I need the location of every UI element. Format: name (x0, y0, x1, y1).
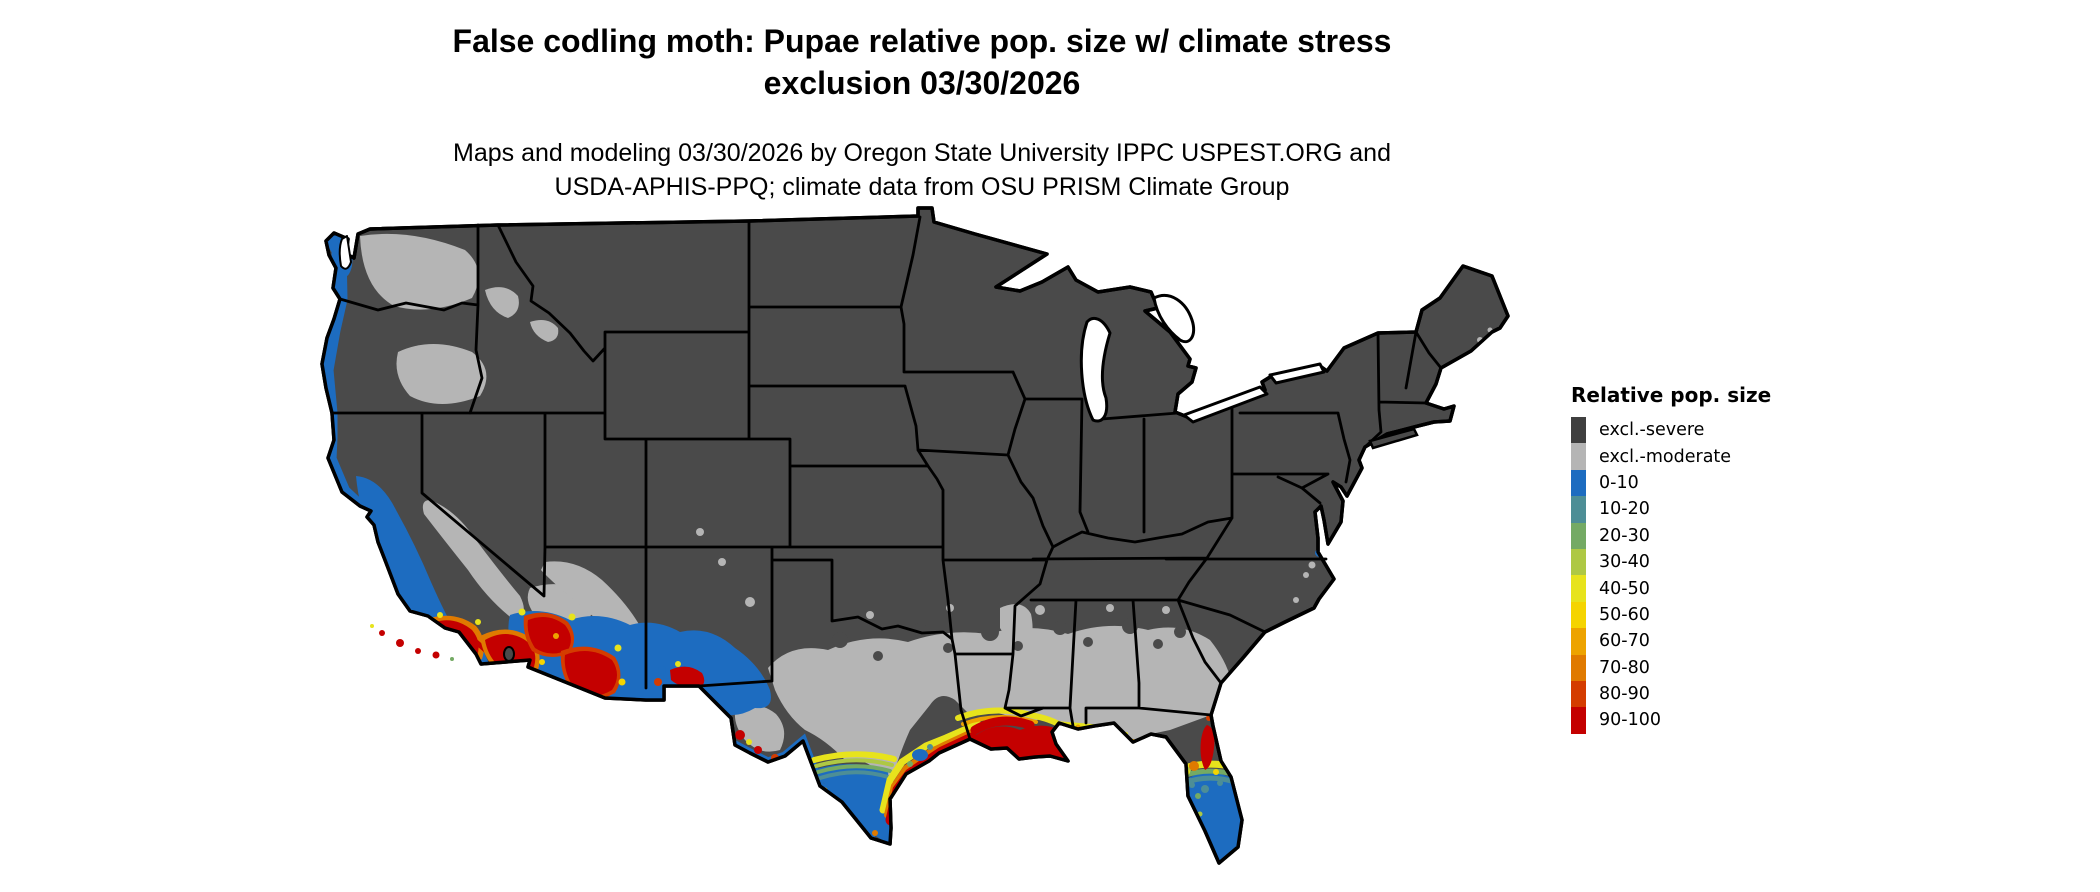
legend-item: 0-10 (1571, 469, 1771, 497)
legend-item: 70-80 (1571, 654, 1771, 681)
legend-swatch (1571, 417, 1586, 444)
legend-label: excl.-moderate (1599, 446, 1732, 467)
legend-label: 80-90 (1599, 684, 1650, 705)
legend-label: 30-40 (1599, 552, 1650, 573)
legend-label: 90-100 (1599, 710, 1661, 731)
lake-michigan (1079, 316, 1112, 423)
legend-label: 50-60 (1599, 604, 1650, 625)
legend-swatch (1571, 443, 1586, 470)
salton-sea (503, 646, 515, 662)
legend-label: 60-70 (1599, 631, 1650, 652)
legend: Relative pop. size excl.-severe excl.-mod… (1571, 383, 1771, 734)
legend-swatch (1571, 628, 1586, 655)
state-borders (330, 215, 1443, 741)
figure-header: False codling moth: Pupae relative pop. … (0, 20, 1844, 104)
legend-swatch (1571, 496, 1586, 523)
lake-erie (1182, 385, 1269, 424)
legend-item: excl.-severe (1571, 417, 1771, 444)
legend-label: 0-10 (1599, 472, 1639, 493)
legend-swatch (1571, 654, 1586, 681)
page-title-line1: False codling moth: Pupae relative pop. … (452, 23, 1392, 59)
legend-swatch (1571, 469, 1586, 497)
legend-swatch (1571, 680, 1586, 708)
puget-sound (338, 235, 352, 270)
lake-huron (1152, 294, 1196, 344)
legend-item: 40-50 (1571, 575, 1771, 602)
legend-item: 30-40 (1571, 548, 1771, 576)
legend-swatch (1571, 601, 1586, 629)
legend-swatch (1571, 575, 1586, 602)
legend-item: 10-20 (1571, 496, 1771, 523)
us-map-svg (320, 206, 1510, 865)
great-lakes (338, 235, 1326, 424)
legend-label: excl.-severe (1599, 420, 1705, 441)
legend-item: 50-60 (1571, 601, 1771, 629)
long-island (1368, 427, 1419, 450)
legend-label: 20-30 (1599, 525, 1650, 546)
lake-ontario (1268, 362, 1326, 385)
legend-label: 10-20 (1599, 499, 1650, 520)
legend-item: 90-100 (1571, 707, 1771, 734)
legend-swatch (1571, 548, 1586, 576)
legend-swatch (1571, 522, 1586, 549)
legend-item: 20-30 (1571, 522, 1771, 549)
channel-islands (370, 624, 454, 661)
legend-label: 70-80 (1599, 657, 1650, 678)
legend-item: 80-90 (1571, 680, 1771, 708)
legend-item: excl.-moderate (1571, 443, 1771, 470)
legend-swatch (1571, 707, 1586, 734)
subtitle-line1: Maps and modeling 03/30/2026 by Oregon S… (453, 139, 1391, 167)
us-map (230, 170, 1560, 892)
legend-label: 40-50 (1599, 578, 1650, 599)
raster-texture-dark-specks (832, 618, 1186, 661)
legend-item: 60-70 (1571, 628, 1771, 655)
page-title-line2: exclusion 03/30/2026 (763, 65, 1081, 101)
legend-rows: excl.-severe excl.-moderate 0-10 10-20 20-30… (1571, 417, 1771, 734)
subtitle-line2: USDA-APHIS-PPQ; climate data from OSU PR… (554, 173, 1290, 201)
figure-subtitle: Maps and modeling 03/30/2026 by Oregon S… (0, 136, 1844, 204)
legend-title: Relative pop. size (1571, 383, 1772, 407)
